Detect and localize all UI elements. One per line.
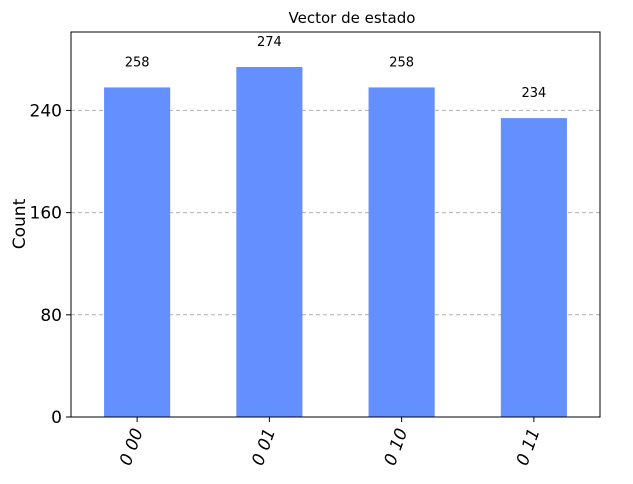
- bar: [236, 67, 303, 417]
- y-axis-title: Count: [10, 198, 30, 249]
- data-labels: 258 274 258 234: [125, 35, 547, 101]
- y-tick-label: 80: [40, 306, 62, 326]
- data-label: 258: [125, 55, 150, 70]
- bar: [104, 87, 171, 417]
- chart-title: Vector de estado: [289, 9, 416, 27]
- bar: [368, 87, 435, 417]
- x-tick-label: 0 01: [248, 426, 280, 468]
- y-tick-label: 240: [30, 101, 62, 121]
- x-axis: 0 00 0 01 0 10 0 11: [116, 417, 545, 468]
- data-label: 274: [257, 35, 282, 50]
- y-tick-label: 160: [30, 204, 62, 224]
- x-tick-label: 0 00: [116, 426, 148, 468]
- y-axis: 0 80 160 240: [30, 101, 71, 428]
- data-label: 258: [389, 55, 414, 70]
- bars: [104, 67, 567, 418]
- plot-frame: [70, 31, 601, 418]
- x-tick-label: 0 10: [381, 426, 413, 468]
- bar: [500, 118, 567, 418]
- y-tick-label: 0: [51, 408, 62, 428]
- data-label: 234: [521, 86, 546, 101]
- x-tick-label: 0 11: [513, 426, 545, 468]
